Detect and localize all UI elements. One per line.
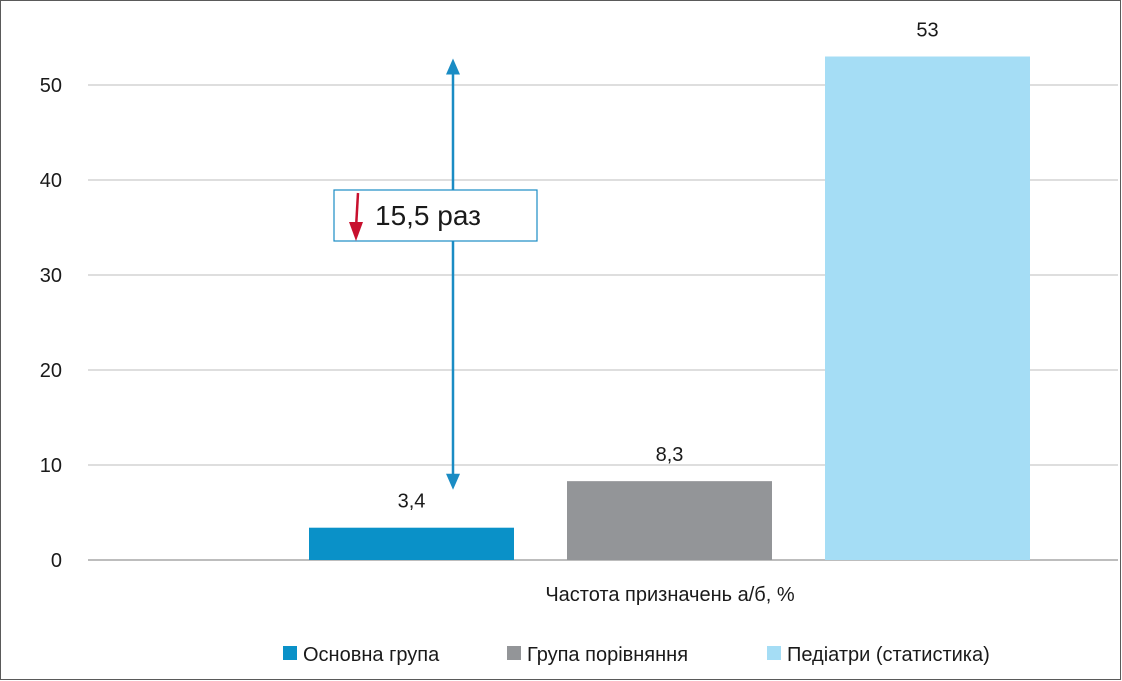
y-tick-label: 50 <box>40 75 62 97</box>
data-label: 3,4 <box>398 491 426 513</box>
annotation-text: 15,5 раз <box>375 200 481 231</box>
x-axis-label: Частота призначень а/б, % <box>545 584 795 606</box>
y-tick-label: 0 <box>51 550 62 572</box>
ratio-annotation: 15,5 раз <box>333 58 538 490</box>
data-label: 8,3 <box>656 444 684 466</box>
y-tick-label: 40 <box>40 170 62 192</box>
bar <box>309 527 514 560</box>
legend: Основна група Група порівняння Педіатри (с… <box>283 644 990 666</box>
arrow-head-up <box>446 58 460 75</box>
bar <box>825 56 1030 560</box>
legend-swatch <box>507 646 521 660</box>
annotation-box <box>333 189 538 242</box>
data-labels: 3,4 8,3 53 <box>398 20 939 513</box>
legend-swatch <box>283 646 297 660</box>
down-arrow-head <box>349 222 363 241</box>
legend-label: Група порівняння <box>527 644 688 666</box>
arrow-head-down <box>446 473 460 490</box>
y-tick-label: 20 <box>40 360 62 382</box>
bars <box>309 56 1030 560</box>
y-tick-label: 30 <box>40 265 62 287</box>
legend-label: Педіатри (статистика) <box>787 644 990 666</box>
y-axis-ticks: 0 10 20 30 40 50 <box>40 75 62 572</box>
y-tick-label: 10 <box>40 455 62 477</box>
legend-label: Основна група <box>303 644 440 666</box>
data-label: 53 <box>916 20 938 42</box>
bar <box>567 481 772 560</box>
legend-swatch <box>767 646 781 660</box>
